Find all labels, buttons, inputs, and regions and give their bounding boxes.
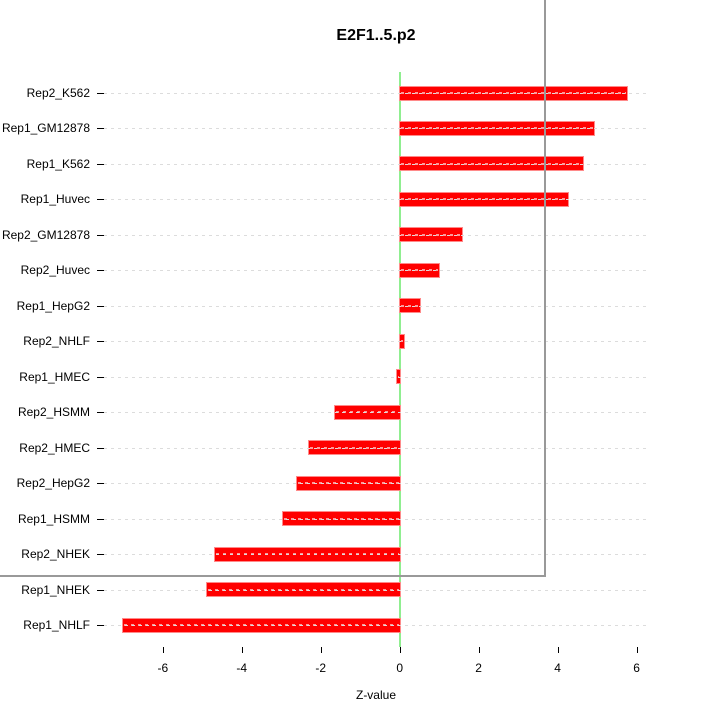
y-axis-tick	[97, 483, 104, 485]
y-tick-label-Rep2_HepG2: Rep2_HepG2	[16, 476, 90, 491]
x-axis-tick	[557, 647, 559, 653]
y-axis-tick	[97, 518, 104, 520]
y-tick-label-Rep1_HSMM: Rep1_HSMM	[17, 511, 90, 526]
y-tick-label-Rep2_HMEC: Rep2_HMEC	[19, 440, 90, 455]
plot-area	[104, 72, 648, 647]
row-gridline	[104, 163, 648, 165]
y-tick-label-Rep1_GM12878: Rep1_GM12878	[1, 121, 90, 136]
row-gridline	[104, 376, 648, 378]
row-gridline	[104, 341, 648, 343]
row-gridline	[104, 234, 648, 236]
y-axis-tick	[97, 270, 104, 272]
x-axis-tick	[162, 647, 164, 653]
x-tick-label--6: -6	[157, 661, 169, 675]
y-axis-tick	[97, 589, 104, 591]
y-tick-label-Rep1_NHLF: Rep1_NHLF	[23, 618, 90, 633]
x-tick-label--4: -4	[236, 661, 248, 675]
y-axis-tick	[97, 163, 104, 165]
y-tick-label-Rep1_Huvec: Rep1_Huvec	[20, 192, 90, 207]
row-gridline	[104, 128, 648, 130]
row-gridline	[104, 554, 648, 556]
y-axis-tick	[97, 412, 104, 414]
x-tick-label-0: 0	[396, 661, 404, 675]
y-axis-tick	[97, 128, 104, 130]
x-tick-label-4: 4	[554, 661, 561, 675]
y-axis-tick	[97, 376, 104, 378]
y-tick-label-Rep2_HSMM: Rep2_HSMM	[17, 405, 90, 420]
y-tick-label-Rep2_NHEK: Rep2_NHEK	[21, 547, 90, 562]
x-axis-tick	[241, 647, 243, 653]
y-axis-tick	[97, 199, 104, 201]
y-tick-label-Rep1_HepG2: Rep1_HepG2	[16, 298, 90, 313]
row-gridline	[104, 412, 648, 414]
y-tick-label-Rep2_Huvec: Rep2_Huvec	[20, 263, 90, 278]
row-gridline	[104, 447, 648, 449]
row-gridline	[104, 483, 648, 485]
x-axis-tick	[636, 647, 638, 653]
x-tick-label-2: 2	[475, 661, 482, 675]
row-gridline	[104, 199, 648, 201]
x-axis-tick	[478, 647, 480, 653]
row-gridline	[104, 93, 648, 94]
y-axis-tick	[97, 447, 104, 449]
x-axis-tick	[399, 647, 401, 653]
y-tick-label-Rep2_GM12878: Rep2_GM12878	[1, 227, 90, 242]
x-tick-label-6: 6	[633, 661, 640, 675]
x-axis-tick	[320, 647, 322, 653]
y-tick-label-Rep1_NHEK: Rep1_NHEK	[21, 582, 90, 597]
zero-reference-line	[398, 72, 401, 647]
y-axis-tick	[97, 554, 104, 556]
y-tick-label-Rep2_NHLF: Rep2_NHLF	[23, 334, 90, 349]
y-tick-label-Rep1_K562: Rep1_K562	[26, 156, 90, 171]
row-gridline	[104, 589, 648, 591]
x-tick-label--2: -2	[315, 661, 327, 675]
y-axis-tick	[97, 625, 104, 627]
y-axis-tick	[97, 234, 104, 236]
row-gridline	[104, 625, 648, 627]
y-tick-label-Rep1_HMEC: Rep1_HMEC	[19, 369, 90, 384]
x-axis-title: Z-value	[355, 688, 396, 702]
y-axis-tick	[97, 341, 104, 343]
row-gridline	[104, 518, 648, 520]
y-tick-label-Rep2_K562: Rep2_K562	[26, 86, 90, 100]
y-axis-tick	[97, 305, 104, 307]
chart-title: E2F1..5.p2	[336, 27, 416, 44]
row-gridline	[104, 270, 648, 272]
y-axis-tick	[97, 93, 104, 94]
row-gridline	[104, 305, 648, 307]
